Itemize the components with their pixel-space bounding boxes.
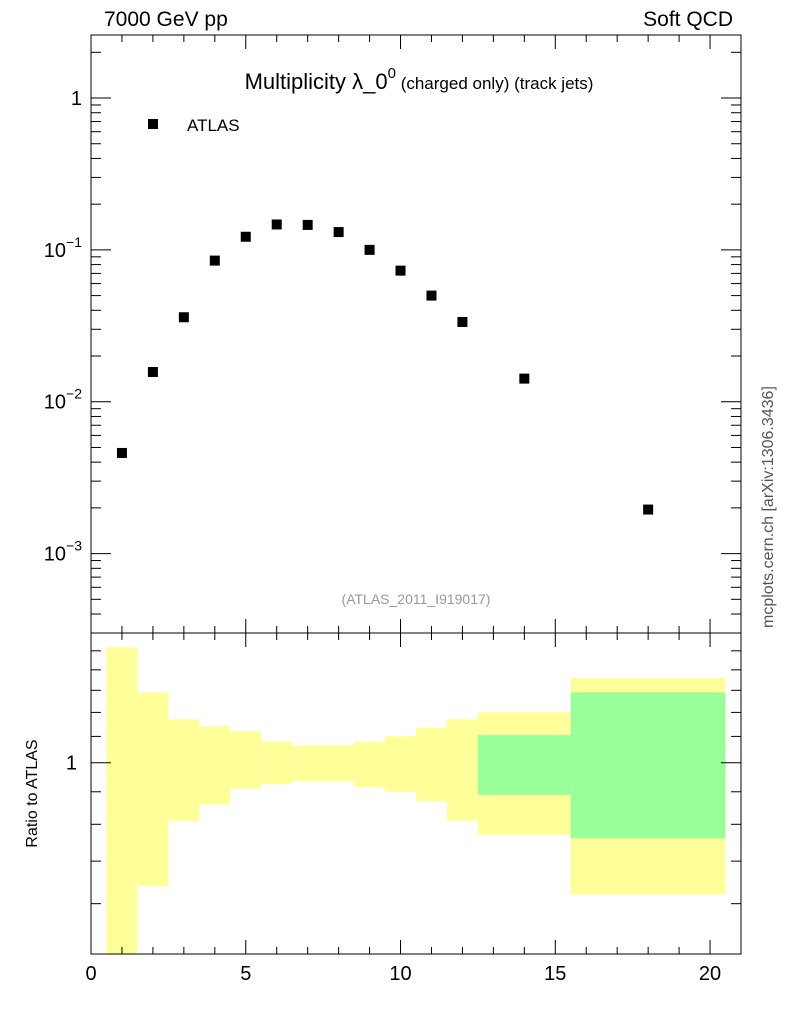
data-point	[116, 447, 127, 458]
data-point	[240, 231, 251, 242]
header-collision-label: 7000 GeV pp	[104, 8, 228, 31]
y-tick-label: 1	[71, 88, 82, 110]
ratio-band-outer	[230, 731, 262, 789]
legend-label: ATLAS	[187, 116, 240, 135]
ratio-band-outer	[168, 719, 200, 821]
ratio-band-outer	[261, 741, 293, 785]
data-point	[457, 317, 468, 328]
data-point	[643, 504, 654, 515]
analysis-watermark: (ATLAS_2011_I919017)	[342, 591, 491, 607]
data-point	[426, 290, 437, 301]
ratio-band-outer	[354, 741, 386, 788]
y-tick-label: 10−2	[44, 386, 82, 414]
ratio-band-outer	[385, 736, 416, 792]
data-point	[364, 244, 375, 255]
x-ticks	[90, 35, 742, 954]
ratio-band-outer	[416, 727, 447, 802]
main-y-ticks	[91, 51, 741, 634]
ratio-y-ticks	[91, 632, 741, 955]
y-tick-exponent: −1	[66, 234, 82, 250]
x-tick-label: 20	[699, 963, 721, 985]
data-point	[395, 265, 406, 276]
data-point	[302, 219, 313, 230]
y-tick-label: 10−1	[44, 234, 82, 262]
ratio-bands	[106, 647, 726, 954]
data-point	[147, 366, 158, 377]
ratio-band-outer	[446, 719, 478, 821]
ratio-y-tick-label: 1	[66, 753, 77, 775]
ratio-band-inner	[477, 735, 571, 795]
ratio-band-outer	[199, 726, 231, 805]
header-process-label: Soft QCD	[643, 8, 733, 31]
x-tick-label: 10	[389, 963, 411, 985]
data-points	[116, 219, 654, 515]
x-tick-label: 5	[240, 963, 251, 985]
ratio-band-inner	[570, 692, 726, 839]
ratio-band-outer	[292, 745, 355, 782]
x-tick-label: 15	[544, 963, 566, 985]
data-point	[178, 312, 189, 323]
chart-title: Multiplicity λ_00 (charged only) (track …	[245, 65, 594, 94]
y-tick-label: 10−3	[44, 538, 82, 566]
chart-title-main: Multiplicity λ_0	[245, 69, 388, 94]
data-point	[209, 255, 220, 266]
chart-title-superscript: 0	[388, 65, 396, 82]
data-point	[519, 373, 530, 384]
data-point	[333, 227, 344, 238]
ratio-y-axis-label: Ratio to ATLAS	[24, 739, 41, 847]
ratio-band-outer	[137, 692, 169, 886]
x-tick-label: 0	[85, 963, 96, 985]
legend-marker	[148, 119, 158, 129]
y-tick-exponent: −3	[66, 538, 82, 554]
chart-title-suffix: (charged only) (track jets)	[396, 74, 593, 93]
data-point	[271, 219, 282, 230]
y-tick-exponent: −2	[66, 386, 82, 402]
ratio-plot-frame	[90, 632, 742, 955]
ratio-band-outer	[106, 647, 138, 954]
